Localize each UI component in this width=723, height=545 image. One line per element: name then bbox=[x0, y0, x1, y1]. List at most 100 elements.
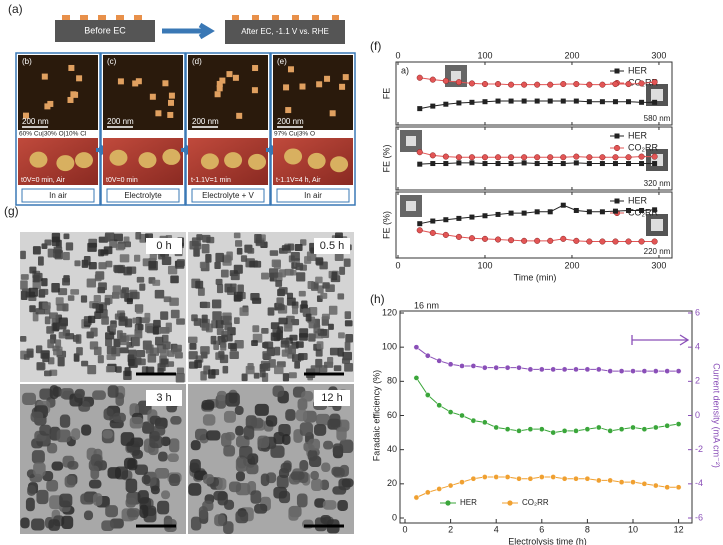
particle bbox=[344, 311, 352, 319]
particle bbox=[106, 354, 116, 361]
particle bbox=[118, 316, 128, 326]
inset-particle bbox=[651, 89, 663, 101]
data-point bbox=[443, 161, 449, 167]
particle bbox=[72, 91, 79, 98]
substrate bbox=[55, 20, 155, 42]
particle bbox=[220, 269, 229, 278]
particle bbox=[125, 478, 138, 493]
particle bbox=[333, 467, 345, 478]
particle bbox=[202, 414, 216, 426]
image-label: (b) bbox=[22, 57, 32, 66]
particle bbox=[51, 461, 64, 471]
data-point bbox=[469, 160, 475, 166]
particle bbox=[73, 353, 80, 362]
particle bbox=[65, 242, 74, 251]
particle bbox=[216, 284, 224, 294]
particle bbox=[46, 479, 59, 492]
particle bbox=[287, 345, 297, 355]
particle bbox=[165, 322, 172, 333]
data-point bbox=[521, 154, 528, 161]
particle bbox=[233, 294, 242, 302]
data-point bbox=[470, 475, 477, 482]
particle bbox=[137, 324, 144, 331]
data-point bbox=[638, 153, 645, 160]
particle bbox=[144, 312, 151, 322]
particle bbox=[103, 408, 114, 421]
data-point bbox=[455, 154, 462, 161]
data-point bbox=[652, 207, 658, 213]
data-point bbox=[664, 368, 671, 374]
data-point bbox=[508, 237, 515, 244]
particle bbox=[109, 239, 118, 248]
particle bbox=[216, 80, 223, 87]
particle bbox=[202, 474, 214, 485]
particle bbox=[224, 499, 235, 510]
data-point bbox=[436, 357, 443, 364]
particle bbox=[94, 274, 102, 282]
particle bbox=[189, 343, 197, 350]
particle bbox=[250, 417, 264, 429]
particle bbox=[237, 284, 244, 294]
panel-frame bbox=[270, 52, 356, 206]
particle bbox=[125, 497, 137, 508]
particle bbox=[191, 237, 201, 247]
data-point bbox=[447, 409, 454, 415]
data-point bbox=[675, 421, 682, 427]
particle bbox=[315, 276, 323, 284]
particle bbox=[278, 287, 288, 295]
particle bbox=[219, 77, 226, 84]
particle bbox=[273, 260, 281, 269]
data-point bbox=[639, 99, 645, 105]
y2-tick-label: 2 bbox=[695, 376, 700, 386]
particle bbox=[20, 517, 30, 529]
particle bbox=[305, 313, 312, 322]
particle bbox=[123, 236, 130, 243]
particle bbox=[337, 500, 348, 511]
particle bbox=[250, 490, 262, 504]
data-point bbox=[481, 81, 489, 88]
data-point bbox=[459, 363, 465, 369]
data-point bbox=[547, 154, 554, 161]
particle bbox=[200, 153, 219, 170]
data-point bbox=[430, 161, 436, 167]
particle bbox=[201, 400, 215, 410]
particle bbox=[197, 287, 205, 296]
particle bbox=[201, 301, 211, 309]
data-point bbox=[607, 428, 614, 434]
series-line bbox=[416, 476, 679, 498]
particle bbox=[285, 409, 296, 421]
particle bbox=[190, 516, 202, 531]
data-point bbox=[424, 392, 431, 398]
particle bbox=[299, 422, 313, 436]
particle bbox=[58, 288, 68, 296]
particle bbox=[290, 252, 300, 261]
afm-image bbox=[273, 55, 353, 130]
data-point bbox=[560, 81, 567, 88]
particle bbox=[172, 344, 182, 352]
data-point bbox=[652, 161, 658, 167]
particle bbox=[273, 486, 287, 499]
data-point bbox=[652, 368, 659, 374]
data-point bbox=[561, 428, 568, 434]
data-point bbox=[504, 364, 511, 371]
particle bbox=[269, 268, 279, 278]
particle bbox=[25, 497, 35, 512]
data-point bbox=[550, 429, 557, 436]
particle bbox=[49, 312, 58, 319]
particle bbox=[20, 336, 27, 342]
data-point bbox=[547, 161, 553, 167]
particle bbox=[55, 297, 64, 306]
particle bbox=[57, 323, 67, 330]
data-point bbox=[560, 154, 567, 161]
data-point bbox=[599, 161, 605, 167]
particle bbox=[335, 232, 343, 240]
particle bbox=[250, 293, 260, 301]
particle bbox=[198, 506, 208, 520]
particle bbox=[284, 268, 294, 276]
particle bbox=[281, 245, 291, 251]
particle bbox=[131, 337, 141, 347]
particle bbox=[88, 479, 102, 489]
particle bbox=[136, 276, 145, 283]
particle bbox=[248, 153, 267, 170]
particle bbox=[234, 340, 244, 349]
